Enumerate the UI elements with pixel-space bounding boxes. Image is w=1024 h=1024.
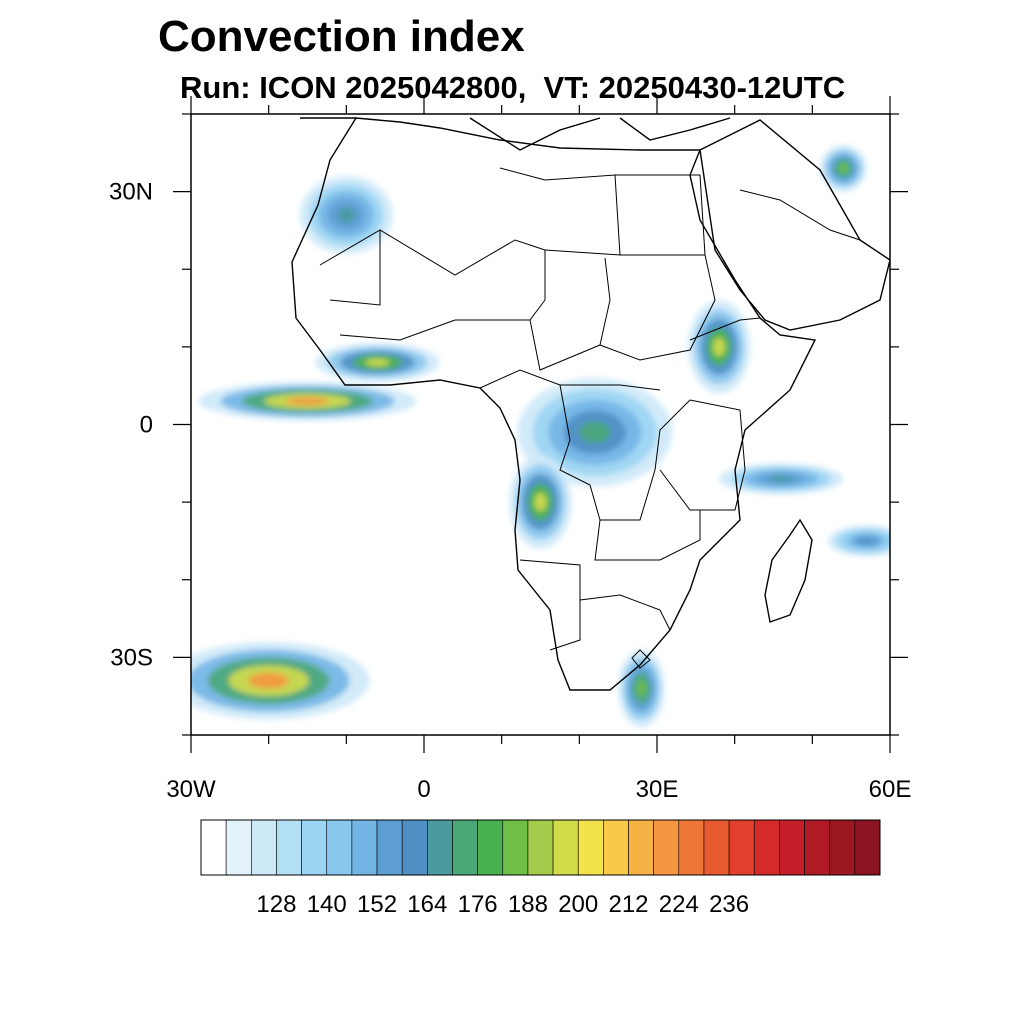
border-ethiopia [689,317,761,341]
colorbar: 128 140 152 164 176 188 200 212 224 236 [200,819,881,918]
convection-area-madagascar-channel [719,463,844,495]
convection-area-angola [509,455,572,549]
convection-contour [248,672,289,689]
convection-contour [579,421,611,444]
border-botswana [579,594,671,631]
colorbar-swatch [427,819,453,876]
colorbar-swatch [577,819,604,876]
colorbar-swatch [376,819,403,876]
colorbar-label: 164 [407,891,447,918]
colorbar-swatch [552,819,579,876]
convection-area-congo-basin [517,377,673,487]
africa-coastline [291,117,817,691]
lat-tick-label: 30N [109,179,153,206]
convection-contour [285,397,330,406]
colorbar-swatch [854,819,881,876]
colorbar-swatch [276,819,302,876]
colorbar-label: 128 [256,891,296,918]
colorbar-swatch [603,819,629,876]
convection-contour [337,207,356,223]
convection-field [191,145,890,728]
colorbar-swatch [401,819,428,876]
country-borders [319,167,861,669]
colorbar-label: 212 [608,891,648,918]
colorbar-swatch [753,819,780,876]
colorbar-swatch [452,819,478,876]
colorbar-swatch [628,819,654,876]
border-libya [499,167,621,256]
colorbar-swatch [250,819,277,876]
convection-contour [364,358,390,367]
colorbar-label: 140 [307,891,347,918]
border-chad [529,299,601,371]
colorbar-swatch [728,819,755,876]
lat-tick-label: 30S [110,644,153,671]
convection-contour [838,163,849,173]
convection-area-guinea-coast [315,342,440,382]
convection-contour [534,492,547,512]
colorbar-swatch [301,819,328,876]
convection-contour [858,537,875,545]
colorbar-swatch [703,819,730,876]
border-niger-mali [339,319,530,341]
border-sudan [599,254,716,361]
europe-med-coastline [469,117,731,151]
border-algeria-mali [379,229,546,300]
colorbar-swatch [326,819,353,876]
colorbar-swatch [225,819,252,876]
border-zambia [594,510,701,561]
colorbar-swatch [477,819,504,876]
border-lesotho [631,649,651,669]
convection-contour [712,337,726,357]
convection-area-eq-atlantic-band [198,381,417,421]
convection-area-iran-highlands [820,145,867,192]
border-egypt [615,174,706,256]
colorbar-frame [200,819,881,876]
colorbar-swatch [678,819,705,876]
colorbar-swatch [502,819,529,876]
convection-area-indian-ocean-east [827,525,890,557]
lat-tick-label: 0 [140,412,153,439]
madagascar-coastline [764,518,813,623]
lon-tick-label: 0 [417,776,430,803]
colorbar-swatch [527,819,554,876]
colorbar-swatch [779,819,805,876]
colorbar-swatch [804,819,831,876]
colorbar-label: 188 [508,891,548,918]
convection-contour [768,475,794,482]
map-title: Convection index [158,12,525,61]
convection-area-ethiopia [688,300,751,394]
colorbar-label: 152 [357,891,397,918]
convection-area-south-africa-front [618,649,665,728]
map-subtitle: Run: ICON 2025042800, VT: 20250430-12UTC [180,70,846,105]
colorbar-label: 176 [458,891,498,918]
colorbar-swatch [653,819,680,876]
arabia-coastline [699,119,890,331]
colorbar-swatch [351,819,378,876]
lon-tick-label: 60E [869,776,912,803]
colorbar-label: 224 [659,891,699,918]
colorbar-label: 236 [709,891,749,918]
border-namibia [519,559,581,651]
lon-tick-label: 30W [166,776,216,803]
colorbar-label: 200 [558,891,598,918]
colorbar-swatch [200,819,227,876]
border-east-africa [659,399,746,511]
map-axes: 30N 0 30S 30W 0 30E 60E [109,96,911,803]
coastlines [291,117,890,691]
border-mauritania [319,229,381,306]
colorbar-swatch [829,819,856,876]
convection-area-sw-atlantic-front [191,641,370,720]
convection-contour [636,680,647,697]
lon-tick-label: 30E [636,776,679,803]
convection-area-morocco-sahara [299,176,393,254]
border-saudi-arabia [739,189,861,241]
